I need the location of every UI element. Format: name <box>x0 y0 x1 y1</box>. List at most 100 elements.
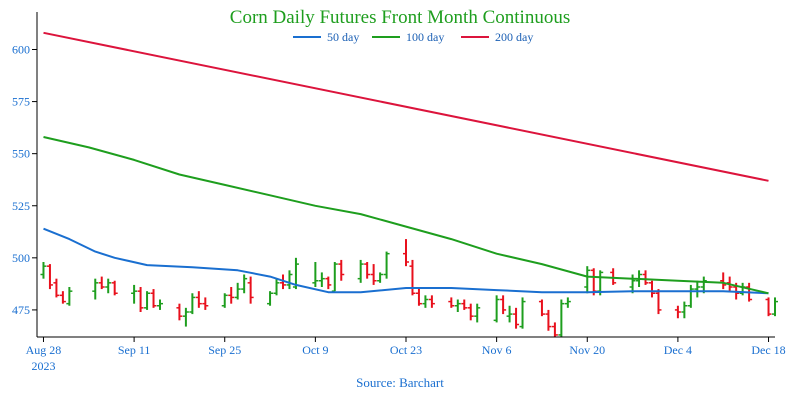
ohlc-bar <box>364 262 371 279</box>
ohlc-bar <box>202 297 209 310</box>
ohlc-bar <box>221 293 228 308</box>
ohlc-bar <box>383 251 390 279</box>
ohlc-bar <box>474 303 481 323</box>
ohlc-bar <box>500 295 507 315</box>
ohlc-bar <box>247 276 254 304</box>
ohlc-bar <box>92 278 99 300</box>
ohlc-bar <box>150 289 157 308</box>
ohlc-bar <box>228 287 235 304</box>
ohlc-bar <box>506 305 513 323</box>
ohlc-bar <box>681 301 688 319</box>
ohlc-bar <box>415 287 422 306</box>
y-axis-ticks: 475 500 525 550 575 600 <box>12 43 37 317</box>
ohlc-bar <box>137 287 144 312</box>
ohlc-bar <box>40 262 47 279</box>
ohlc-bar <box>267 291 274 306</box>
ohlc-bar <box>674 305 681 319</box>
ohlc-bar <box>144 291 151 310</box>
source-label: Source: Barchart <box>356 375 444 390</box>
ohlc-bar <box>53 278 60 298</box>
series-line-200-day <box>43 31 769 182</box>
y-tick-label: 600 <box>12 43 30 57</box>
ohlc-bar <box>370 264 377 285</box>
ohlc-bar <box>409 259 416 296</box>
ohlc-bar <box>655 289 662 315</box>
ohlc-bar <box>694 280 701 298</box>
x-tick-label: Nov 6 <box>482 343 512 357</box>
ohlc-bar <box>545 309 552 331</box>
ohlc-bar <box>338 259 345 281</box>
ohlc-bar <box>59 291 66 304</box>
ohlc-bar <box>461 299 468 310</box>
ohlc-bar <box>312 262 319 287</box>
x-tick-label: Sep 11 <box>118 343 151 357</box>
legend-label: 50 day <box>327 30 359 44</box>
legend-label: 100 day <box>406 30 444 44</box>
series-line-100-day <box>43 136 769 295</box>
moving-average-lines <box>43 31 769 295</box>
chart-axes <box>36 12 775 338</box>
ohlc-bar <box>584 266 591 294</box>
x-tick-sublabel: 2023 <box>31 359 55 373</box>
ohlc-bar <box>105 278 112 294</box>
x-tick-label: Dec 18 <box>751 343 785 357</box>
ohlc-bars <box>40 239 778 337</box>
x-tick-label: Oct 23 <box>390 343 422 357</box>
chart-title: Corn Daily Futures Front Month Continuou… <box>230 7 570 28</box>
chart-legend: 50 day 100 day 200 day <box>293 30 533 44</box>
y-tick-label: 475 <box>12 303 30 317</box>
ohlc-bar <box>403 239 409 267</box>
ohlc-bar <box>131 284 138 304</box>
ohlc-bar <box>538 299 545 317</box>
ohlc-bar <box>564 297 571 308</box>
x-axis-ticks: Aug 28 2023 Sep 11 Sep 25 Oct 9 Oct 23 Nov 6 No… <box>26 337 786 373</box>
ohlc-bar <box>454 299 461 312</box>
ohlc-bar <box>765 297 772 317</box>
ohlc-bar <box>318 272 325 287</box>
ohlc-bar <box>649 280 655 298</box>
ohlc-bar <box>422 295 429 308</box>
ohlc-bar <box>448 297 455 308</box>
ohlc-bar <box>687 284 694 308</box>
ohlc-bar <box>377 272 384 283</box>
ohlc-bar <box>98 276 105 290</box>
legend-label: 200 day <box>495 30 533 44</box>
ohlc-bar <box>331 262 338 292</box>
ohlc-bar <box>111 280 118 296</box>
ohlc-bar <box>642 270 649 285</box>
y-tick-label: 500 <box>12 251 30 265</box>
ohlc-bar <box>428 295 435 308</box>
ohlc-bar <box>234 282 241 300</box>
ohlc-bar <box>772 297 778 317</box>
ohlc-bar <box>182 307 189 327</box>
ohlc-bar <box>720 272 727 290</box>
ohlc-bar <box>519 297 526 329</box>
ohlc-bar <box>493 295 500 323</box>
ohlc-bar <box>467 303 474 321</box>
x-tick-label: Dec 4 <box>664 343 692 357</box>
y-tick-label: 525 <box>12 199 30 213</box>
ohlc-bar <box>241 274 248 294</box>
ohlc-bar <box>195 291 202 308</box>
ohlc-bar <box>176 303 183 321</box>
ohlc-bar <box>66 287 73 306</box>
x-tick-label: Nov 20 <box>569 343 605 357</box>
x-tick-label: Aug 28 <box>26 343 62 357</box>
y-tick-label: 550 <box>12 147 30 161</box>
ohlc-bar <box>189 293 196 315</box>
ohlc-bar <box>629 274 636 294</box>
ohlc-bar <box>157 299 163 310</box>
x-tick-label: Sep 25 <box>208 343 241 357</box>
ohlc-bar <box>286 270 293 290</box>
ohlc-bar <box>558 299 565 337</box>
ohlc-bar <box>551 322 558 337</box>
ohlc-bar <box>513 307 520 329</box>
ohlc-bar <box>273 278 280 296</box>
ohlc-bar <box>610 268 617 285</box>
ohlc-bar <box>357 259 364 283</box>
ohlc-bar <box>325 276 332 290</box>
x-tick-label: Oct 9 <box>302 343 328 357</box>
series-line-50-day <box>43 227 769 295</box>
y-tick-label: 575 <box>12 95 30 109</box>
